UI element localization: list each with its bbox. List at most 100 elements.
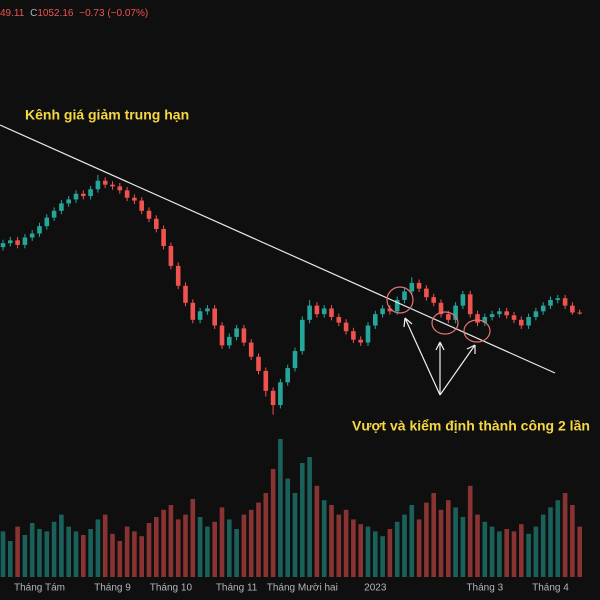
volume-bar xyxy=(394,521,400,577)
candle-body xyxy=(321,308,327,315)
x-tick-label: Tháng 11 xyxy=(216,583,258,594)
volume-bar xyxy=(197,517,203,577)
volume-bar xyxy=(175,519,181,577)
volume-bar xyxy=(248,509,254,577)
candle-body xyxy=(365,325,371,343)
close-value: 1052.16 xyxy=(37,8,74,19)
candle-body xyxy=(154,218,159,229)
candle-body xyxy=(526,316,531,326)
x-tick-label: Tháng Mười hai xyxy=(267,583,338,594)
candle-body xyxy=(73,193,79,200)
volume-bar xyxy=(146,523,152,577)
volume-bar xyxy=(321,500,327,577)
volume-bar xyxy=(402,514,407,577)
candle-body xyxy=(95,180,101,190)
volume-bar xyxy=(314,485,320,577)
volume-bar xyxy=(533,526,539,577)
candle-body xyxy=(241,328,247,343)
candle-body xyxy=(577,312,582,314)
candle-body xyxy=(380,308,385,315)
volume-bar xyxy=(256,502,261,577)
candle-body xyxy=(227,336,232,346)
volume-bar xyxy=(446,500,451,577)
candle-body xyxy=(358,339,363,343)
candle-body xyxy=(446,314,451,320)
candle-body xyxy=(343,322,349,332)
volume-bar xyxy=(37,529,42,577)
volume-bar xyxy=(234,529,239,577)
volume-bar xyxy=(489,526,495,577)
candle-body xyxy=(409,282,415,292)
volume-bar xyxy=(110,533,115,577)
plot-area: Tháng Tám Tháng 9 Tháng 10 Tháng 11 Tháng Mư… xyxy=(0,175,582,594)
volume-bar xyxy=(336,514,342,577)
volume-bar xyxy=(519,524,524,577)
candle-body xyxy=(197,311,203,320)
candle-body xyxy=(307,305,312,320)
arrows xyxy=(403,317,476,396)
arrow xyxy=(435,341,445,395)
volume-bar xyxy=(548,507,553,577)
volume-bar xyxy=(343,509,349,577)
candle-body xyxy=(482,316,488,323)
volume-bar xyxy=(117,541,123,577)
volume-bar xyxy=(44,531,50,577)
volume-bar xyxy=(358,524,363,577)
volume-bar xyxy=(219,507,225,577)
volume-bar xyxy=(511,531,517,577)
ohlc-header: 49.11 C1052.16 −0.73 (−0.07%) xyxy=(0,8,148,19)
volume-bar xyxy=(190,499,196,577)
change-value: −0.73 (−0.07%) xyxy=(79,8,148,19)
candle-body xyxy=(44,217,50,227)
volume-bar xyxy=(263,493,269,577)
candle-body xyxy=(570,305,575,313)
candle-body xyxy=(431,297,436,303)
candle-body xyxy=(212,308,217,326)
candle-body xyxy=(467,294,473,315)
volume-bar xyxy=(540,514,546,577)
volume-bar xyxy=(373,531,378,577)
volume-bar xyxy=(329,505,334,577)
volume-bar xyxy=(139,536,144,577)
volume-bar xyxy=(365,526,371,577)
candle-body xyxy=(117,186,123,191)
volume-bar xyxy=(81,535,86,577)
candle-body xyxy=(504,311,509,316)
candle-body xyxy=(402,291,407,300)
candle-body xyxy=(387,308,393,312)
volume-bar xyxy=(51,521,57,577)
volume-bar xyxy=(475,514,480,577)
x-tick-label: Tháng 9 xyxy=(94,583,131,594)
candle-body xyxy=(511,315,517,320)
highlight-circle xyxy=(463,319,491,343)
x-tick-label: Tháng Tám xyxy=(14,583,65,594)
volume-bar xyxy=(212,521,217,577)
highlight-circle xyxy=(386,286,414,314)
volume-bar xyxy=(482,521,488,577)
candle-body xyxy=(489,314,495,317)
volume-bar xyxy=(467,485,473,577)
volume-bar xyxy=(183,514,188,577)
volume-bar xyxy=(416,519,422,577)
candle-body xyxy=(37,226,42,234)
candle-body xyxy=(146,210,152,219)
volume-bar xyxy=(15,526,20,577)
candle-body xyxy=(475,314,480,323)
low-value: 49.11 xyxy=(0,8,25,19)
volume-bar xyxy=(380,536,385,577)
candle-body xyxy=(497,311,502,315)
volume-bar xyxy=(132,531,137,577)
candle-body xyxy=(139,200,144,211)
x-tick-label: Tháng 4 xyxy=(532,583,569,594)
volume-bar xyxy=(300,463,305,577)
candle-body xyxy=(394,299,400,312)
volume-bar xyxy=(460,517,466,577)
x-tick-label: 2023 xyxy=(364,583,387,594)
volume-bar xyxy=(307,457,312,577)
candle-body xyxy=(168,246,174,266)
candle-body xyxy=(22,237,28,245)
candle-body xyxy=(190,302,196,320)
volume-bar xyxy=(438,509,444,577)
